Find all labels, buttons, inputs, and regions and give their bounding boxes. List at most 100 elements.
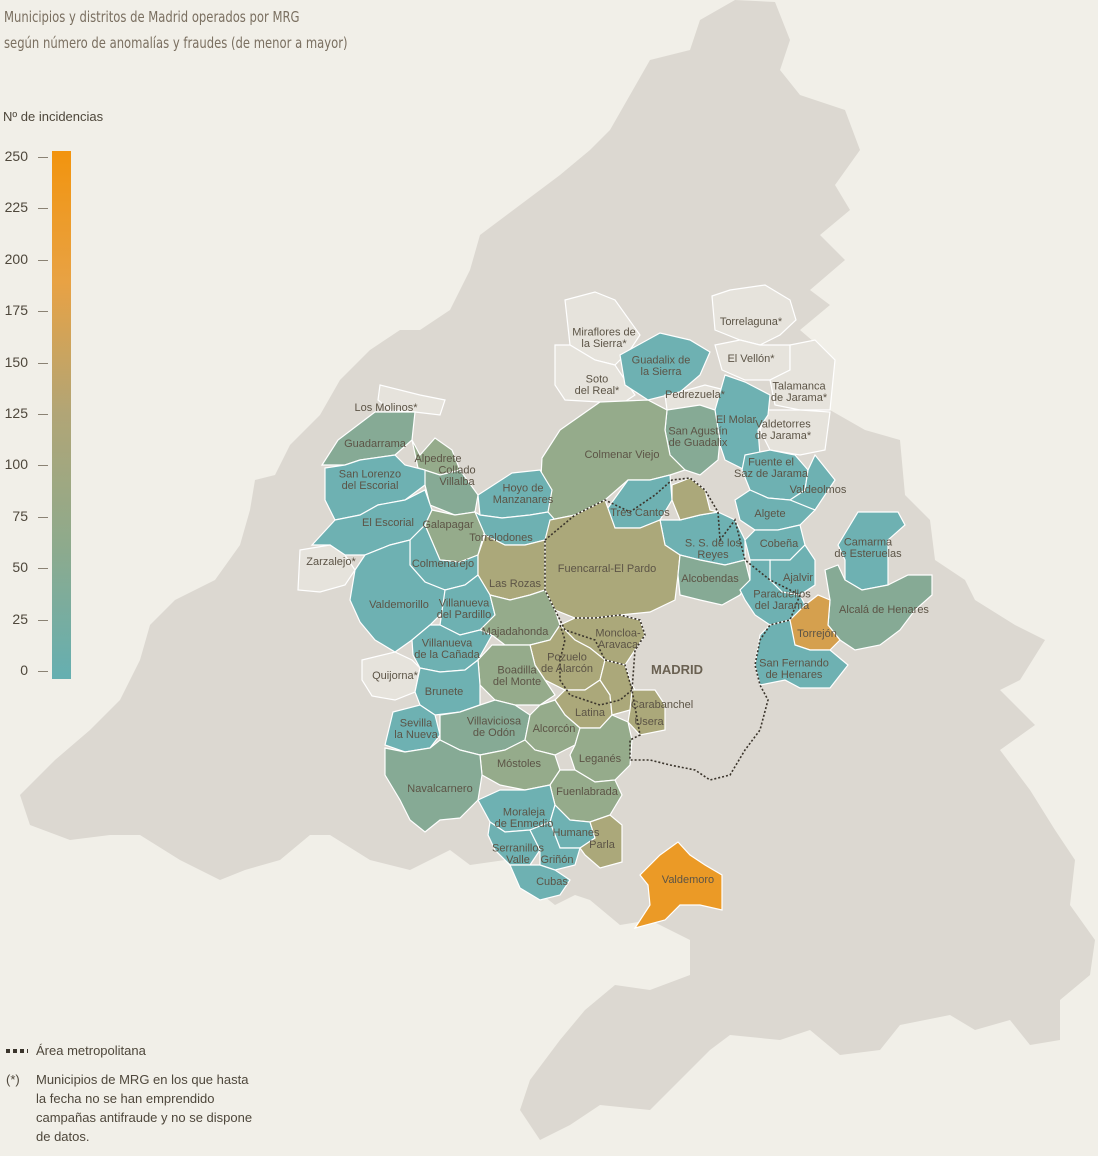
color-scale-bar — [52, 151, 71, 679]
area-cubas — [509, 864, 571, 901]
municipality-label: la Sierra — [641, 366, 683, 378]
municipality-label: de Enmedio — [495, 818, 554, 830]
area-valdemoro — [633, 841, 723, 929]
municipality-label: del Escorial — [342, 480, 399, 492]
legend-asterisk-note: Municipios de MRG en los que hasta la fe… — [36, 1072, 253, 1144]
municipality-label: Hoyo de — [503, 483, 544, 495]
area-soto-del-real — [554, 344, 636, 406]
municipality-label: Alcorcón — [533, 723, 576, 735]
municipality-label: Torrelaguna* — [720, 316, 783, 328]
municipality-label: del Monte — [493, 676, 541, 688]
municipality-label: San Lorenzo — [339, 469, 401, 481]
scale-tick-label: 200 — [4, 250, 28, 267]
color-scale-title: Nº de incidencias — [3, 109, 104, 124]
municipality-label: Reyes — [697, 549, 729, 561]
municipality-label: Las Rozas — [489, 578, 541, 590]
municipality-label: Villaviciosa — [467, 716, 522, 728]
municipality-label: Guadarrama — [344, 438, 407, 450]
municipality-label: Usera — [634, 716, 664, 728]
scale-tick-mark — [38, 568, 48, 570]
municipality-label: Latina — [575, 707, 606, 719]
municipality-label: Guadalix de — [632, 355, 691, 367]
municipality-label: Quijorna* — [372, 670, 419, 682]
scale-tick-label: 50 — [12, 559, 28, 576]
scale-tick-mark — [38, 619, 48, 621]
scale-tick-mark — [38, 208, 48, 210]
capital-label: MADRID — [651, 662, 703, 677]
municipality-label: Griñón — [540, 854, 573, 866]
scale-tick-mark — [38, 516, 48, 518]
scale-tick-mark — [38, 414, 48, 415]
municipality-label: Colmenar Viejo — [584, 449, 659, 461]
municipality-label: Zarzalejo* — [306, 556, 356, 568]
municipality-label: Saz de Jarama — [734, 468, 809, 480]
map-title-line-2: según número de anomalías y fraudes (de … — [4, 34, 348, 52]
municipality-label: San Fernando — [759, 658, 829, 670]
municipality-label: Pedrezuela* — [665, 389, 726, 401]
municipality-label: Paracuellos — [753, 589, 811, 601]
legend-metro-row: Área metropolitana — [6, 1041, 266, 1060]
municipality-label: Talamanca — [772, 381, 826, 393]
municipality-label: Valdemoro — [662, 874, 714, 886]
municipality-label: Valle — [506, 854, 530, 866]
municipality-label: de Odón — [473, 727, 515, 739]
municipality-label: Villanueva — [422, 638, 473, 650]
scale-tick-mark — [38, 362, 48, 364]
area-boadilla — [477, 644, 556, 706]
municipality-label: Torrelodones — [469, 532, 533, 544]
municipality-label: del Pardillo — [437, 609, 491, 621]
municipality-label: la Nueva — [394, 729, 438, 741]
scale-tick-mark — [38, 157, 48, 158]
scale-tick-label: 250 — [4, 148, 28, 164]
municipality-label: de Jarama* — [755, 430, 812, 442]
municipality-label: Colmenarejo — [412, 558, 474, 570]
scale-tick-label: 100 — [4, 456, 28, 473]
area-san-fernando — [754, 619, 849, 689]
municipality-label: Parla — [589, 839, 616, 851]
municipality-label: Tres Cantos — [610, 507, 670, 519]
municipality-label: El Molar — [716, 414, 757, 426]
municipality-label: Los Molinos* — [355, 402, 419, 414]
map-title: Municipios y distritos de Madrid operado… — [4, 4, 348, 56]
scale-tick-mark — [38, 465, 48, 467]
area-guadalix — [619, 332, 711, 401]
scale-tick-mark — [38, 311, 48, 313]
municipality-label: Cubas — [536, 876, 568, 888]
area-los-molinos — [377, 384, 446, 416]
municipality-label: Carabanchel — [631, 699, 693, 711]
legend: Área metropolitana (*) Municipios de MRG… — [6, 1041, 266, 1156]
area-grinon — [529, 821, 581, 871]
municipality-label: Fuente el — [748, 457, 794, 469]
municipality-label: Aravaca — [598, 639, 639, 651]
scale-tick-label: 225 — [4, 199, 28, 216]
area-valdetorres — [759, 409, 831, 456]
scale-tick-label: 175 — [4, 302, 28, 319]
municipality-label: Alcobendas — [681, 573, 739, 585]
municipality-label: Majadahonda — [482, 626, 550, 638]
municipality-label: Leganés — [579, 753, 622, 765]
scale-tick-mark — [38, 259, 48, 261]
area-algete — [734, 489, 817, 531]
municipality-label: Ajalvir — [783, 572, 813, 584]
municipality-label: de Esteruelas — [834, 548, 902, 560]
municipality-label: El Vellón* — [727, 353, 775, 365]
municipality-label: Valdeolmos — [790, 484, 847, 496]
asterisk-symbol: (*) — [6, 1072, 20, 1087]
municipality-label: Soto — [586, 374, 609, 386]
municipality-label: Villanueva — [439, 598, 490, 610]
municipality-label: Fuencarral-El Pardo — [558, 563, 656, 575]
area-villanueva-canada — [411, 624, 493, 673]
municipality-label: Moncloa- — [595, 628, 641, 640]
scale-tick-label: 25 — [12, 610, 28, 627]
municipality-label: Collado — [438, 465, 475, 477]
municipality-label: del Jarama — [755, 600, 810, 612]
municipality-label: Manzanares — [493, 494, 554, 506]
municipality-label: de la Cañada — [414, 649, 480, 661]
municipality-label: Galapagar — [422, 519, 474, 531]
scale-tick-mark — [38, 671, 48, 672]
municipality-label: Humanes — [552, 827, 600, 839]
municipality-label: Navalcarnero — [407, 783, 472, 795]
municipality-label: Alcalá de Henares — [839, 604, 929, 616]
municipality-label: del Real* — [575, 385, 620, 397]
